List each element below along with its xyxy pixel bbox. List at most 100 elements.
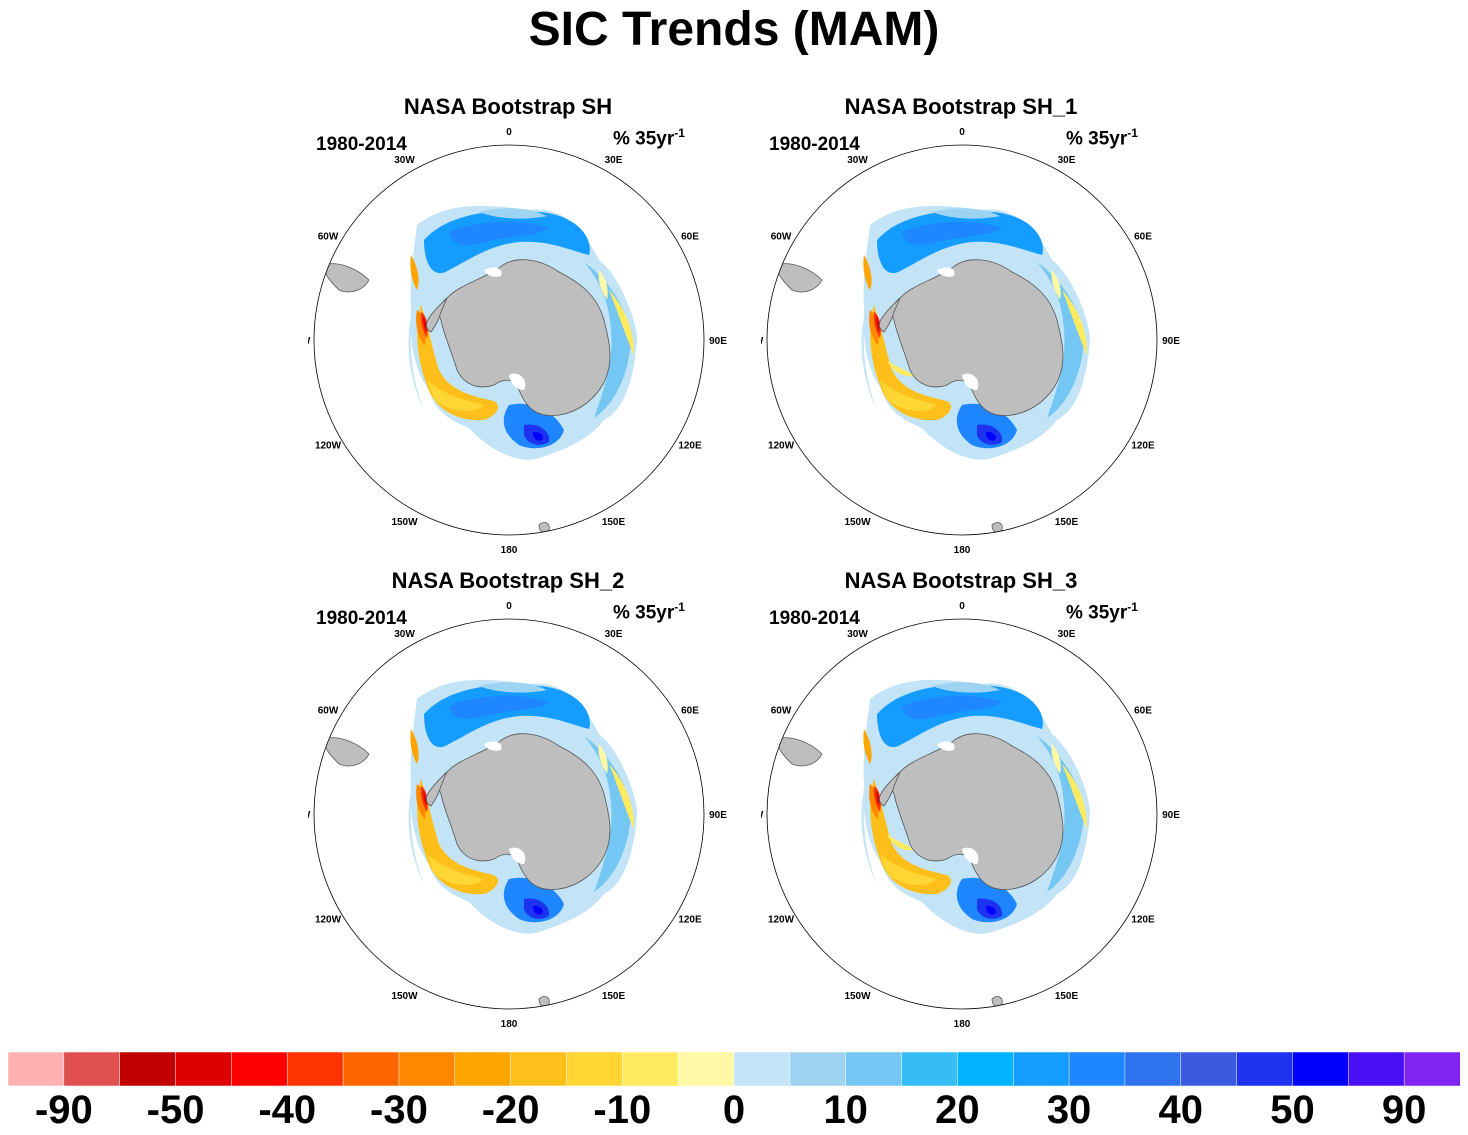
ice-shelf [962, 847, 979, 864]
sic-trend-contour [584, 736, 631, 892]
sic-trend-contour [1051, 744, 1061, 774]
south-america-landmass [776, 263, 823, 293]
longitude-label: 150W [844, 517, 871, 528]
units-text: % 35yr [1066, 602, 1128, 624]
sic-trend-contour [427, 380, 484, 412]
longitude-label: 30E [1058, 629, 1076, 640]
sic-trend-contour [877, 210, 1043, 274]
panel-period: 1980-2014 [769, 608, 860, 629]
units-exponent: -1 [1127, 126, 1138, 140]
map-boundary [766, 144, 1158, 536]
south-america-landmass [776, 737, 823, 767]
longitude-label: 60E [681, 232, 699, 243]
sic-trend-contour [986, 431, 996, 441]
longitude-label: 150W [391, 991, 418, 1002]
sic-trend-contour [902, 695, 1002, 719]
units-exponent: -1 [1127, 600, 1138, 614]
sic-trend-contour [449, 695, 549, 719]
longitude-label: 60W [771, 232, 792, 243]
colorbar-swatch [1348, 1052, 1405, 1086]
panel-units: % 35yr-1 [1066, 126, 1138, 150]
new-zealand-island [538, 996, 550, 1007]
sic-trend-contour [887, 360, 914, 377]
sic-trend-contour [880, 854, 937, 886]
colorbar-tick-label: -50 [146, 1088, 205, 1132]
longitude-label: 0 [506, 601, 512, 612]
map-boundary [313, 618, 705, 1010]
longitude-label: 30W [847, 155, 868, 166]
colorbar-swatch [510, 1052, 568, 1086]
colorbar-tick-label: 30 [1046, 1088, 1092, 1132]
map-field [314, 619, 704, 1009]
antarctic-peninsula [878, 297, 901, 333]
colorbar-tick-label: 20 [935, 1088, 980, 1132]
longitude-label: 120E [1131, 915, 1155, 926]
longitude-label: 120E [1131, 441, 1155, 452]
colorbar-swatch [845, 1052, 903, 1086]
colorbar-swatch [1292, 1052, 1350, 1086]
longitude-label: 150W [391, 517, 418, 528]
sic-trend-contour [424, 684, 590, 748]
longitude-label: 60E [681, 706, 699, 717]
map-boundary [766, 618, 1158, 1010]
units-text: % 35yr [1066, 128, 1128, 150]
colorbar-swatch [789, 1052, 847, 1086]
map-panel: 0 30E 60E 90E 120E 150E 180 150W 120W 90W 60W 30W NA… [761, 94, 1201, 570]
sic-trend-contour [533, 431, 543, 441]
antarctica-landmass [438, 733, 611, 891]
colorbar-tick-label: -90 [34, 1088, 93, 1132]
longitude-label: 120W [768, 915, 795, 926]
colorbar-tick-label: -20 [481, 1088, 540, 1132]
longitude-label: 30W [394, 155, 415, 166]
colorbar-tick-label: -10 [593, 1088, 652, 1132]
panel-period: 1980-2014 [316, 608, 407, 629]
sic-trend-contour [479, 682, 547, 693]
sic-trend-contour [598, 744, 608, 774]
sic-trend-contour [424, 210, 590, 274]
longitude-label: 90E [1162, 810, 1180, 821]
ice-shelf [937, 267, 955, 277]
colorbar-swatch [1180, 1052, 1238, 1086]
ice-shelf [484, 741, 502, 751]
longitude-label: 60W [318, 232, 339, 243]
map-panel: 0 30E 60E 90E 120E 150E 180 150W 120W 90W 60W 30W NA… [308, 568, 748, 1044]
panel-period: 1980-2014 [316, 134, 407, 155]
longitude-label: 150W [844, 991, 871, 1002]
colorbar-swatch [231, 1052, 288, 1086]
colorbar-swatch [901, 1052, 959, 1086]
sic-trend-contour [1062, 764, 1088, 829]
antarctic-peninsula [878, 771, 901, 807]
longitude-label: 180 [954, 1019, 971, 1030]
colorbar-swatch [63, 1052, 121, 1086]
sic-trend-contour [902, 221, 1002, 245]
panel-title: NASA Bootstrap SH [403, 94, 613, 119]
longitude-label: 0 [959, 127, 965, 138]
sic-trend-contour [423, 316, 427, 332]
colorbar-swatch [957, 1052, 1014, 1086]
sic-trend-contour [876, 790, 880, 806]
panel-units: % 35yr-1 [613, 600, 685, 624]
longitude-label: 180 [501, 1019, 518, 1030]
map-boundary [313, 144, 705, 536]
map-field [767, 619, 1157, 1009]
longitude-label: 60W [318, 706, 339, 717]
colorbar-swatch [398, 1052, 456, 1086]
panel-title: NASA Bootstrap SH_1 [844, 94, 1078, 119]
sic-trend-contour [869, 310, 879, 345]
longitude-label: 150E [602, 517, 626, 528]
longitude-label: 90W [308, 336, 311, 347]
longitude-label: 30W [847, 629, 868, 640]
sic-trend-contour [932, 682, 1000, 693]
sic-trend-contour [861, 310, 877, 410]
colorbar-swatch [454, 1052, 512, 1086]
longitude-label: 180 [501, 545, 518, 556]
panel-units: % 35yr-1 [1066, 600, 1138, 624]
colorbar-tick-label: 0 [722, 1088, 746, 1132]
map-panel: 0 30E 60E 90E 120E 150E 180 150W 120W 90W 60W 30W NA… [308, 94, 748, 570]
longitude-label: 90E [709, 810, 727, 821]
longitude-label: 120E [678, 915, 702, 926]
sic-trend-contour [863, 255, 872, 290]
panel-units: % 35yr-1 [613, 126, 685, 150]
sic-trend-contour [861, 784, 877, 884]
new-zealand-island [538, 522, 550, 533]
